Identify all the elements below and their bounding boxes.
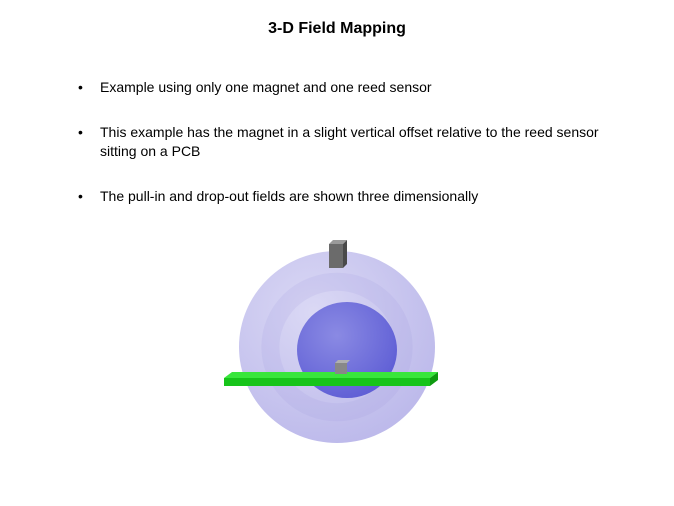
- field-mapping-diagram: [177, 232, 497, 462]
- bullet-item: Example using only one magnet and one re…: [78, 78, 634, 97]
- bullet-list: Example using only one magnet and one re…: [0, 78, 674, 206]
- diagram-container: [0, 232, 674, 462]
- bullet-item: The pull-in and drop-out fields are show…: [78, 187, 634, 206]
- bullet-item: This example has the magnet in a slight …: [78, 123, 634, 161]
- pcb-board: [224, 372, 438, 386]
- page-title: 3-D Field Mapping: [0, 0, 674, 78]
- magnet: [329, 240, 347, 268]
